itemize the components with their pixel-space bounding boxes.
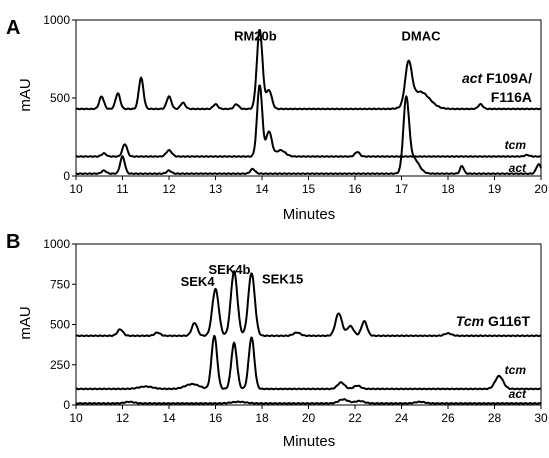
- trace-label-tcm: tcm: [505, 363, 527, 377]
- x-tick-label: 11: [116, 182, 129, 196]
- peak-label-sek15: SEK15: [262, 271, 303, 286]
- trace-label-act-f109a-f116a: act F109A/: [462, 70, 532, 86]
- x-axis-label: Minutes: [283, 206, 336, 223]
- y-axis-label: mAU: [17, 78, 34, 111]
- y-tick-label: 500: [50, 91, 70, 105]
- x-tick-label: 20: [534, 182, 548, 196]
- x-tick-label: 13: [209, 182, 223, 196]
- trace-line: [75, 334, 542, 391]
- y-axis-label: mAU: [17, 306, 34, 339]
- y-tick-label: 1000: [43, 237, 70, 251]
- trace-label-part: Tcm: [456, 313, 484, 329]
- trace-label-part: F109A/: [482, 70, 532, 86]
- x-tick-label: 24: [395, 411, 409, 425]
- panel-label: A: [6, 17, 20, 39]
- x-tick-label: 20: [302, 411, 316, 425]
- x-tick-label: 12: [162, 182, 176, 196]
- trace-line: [75, 28, 542, 111]
- trace-label-part: act: [462, 70, 484, 86]
- trace-label-tcm-g116t: Tcm G116T: [456, 313, 531, 329]
- x-tick-label: 12: [116, 411, 130, 425]
- x-tick-label: 22: [348, 411, 362, 425]
- trace-label-tcm: tcm: [505, 138, 527, 152]
- x-tick-label: 16: [209, 411, 223, 425]
- x-tick-label: 15: [302, 182, 316, 196]
- x-tick-label: 17: [395, 182, 409, 196]
- x-tick-label: 14: [162, 411, 176, 425]
- x-tick-label: 19: [488, 182, 502, 196]
- x-tick-label: 10: [69, 411, 83, 425]
- x-tick-label: 28: [488, 411, 502, 425]
- peak-label-dmac: DMAC: [402, 28, 442, 43]
- peak-label-rm20b: RM20b: [234, 28, 277, 43]
- x-tick-label: 18: [255, 411, 269, 425]
- trace-line: [75, 95, 542, 175]
- y-tick-label: 1000: [43, 13, 70, 27]
- trace-line: [75, 84, 542, 158]
- trace-line: [75, 398, 542, 405]
- y-tick-label: 0: [63, 169, 70, 183]
- trace-label-part: F116A: [491, 89, 532, 105]
- y-tick-label: 750: [50, 277, 70, 291]
- trace-label-part: G116T: [484, 313, 530, 329]
- y-tick-label: 0: [63, 398, 70, 412]
- y-tick-label: 500: [50, 318, 70, 332]
- x-tick-label: 18: [441, 182, 455, 196]
- x-tick-label: 10: [69, 182, 83, 196]
- trace-label-act: act: [509, 161, 527, 175]
- trace-line: [75, 270, 542, 338]
- x-axis-label: Minutes: [283, 433, 336, 450]
- chromatogram-panel-a: A mAU Minutes RM20b DMAC act F109A/ F116…: [6, 13, 548, 223]
- y-tick-label: 250: [50, 358, 70, 372]
- peak-label-sek4b: SEK4b: [209, 262, 251, 277]
- x-tick-label: 16: [348, 182, 362, 196]
- x-tick-label: 30: [534, 411, 548, 425]
- x-tick-label: 14: [255, 182, 269, 196]
- plot-frame: [75, 19, 542, 177]
- x-tick-label: 26: [441, 411, 455, 425]
- chromatogram-panel-b: B mAU Minutes SEK4 SEK4b SEK15 Tcm G116T…: [6, 231, 548, 450]
- peak-label-sek4: SEK4: [181, 274, 216, 289]
- trace-label-act: act: [509, 387, 527, 401]
- panel-label: B: [6, 231, 20, 253]
